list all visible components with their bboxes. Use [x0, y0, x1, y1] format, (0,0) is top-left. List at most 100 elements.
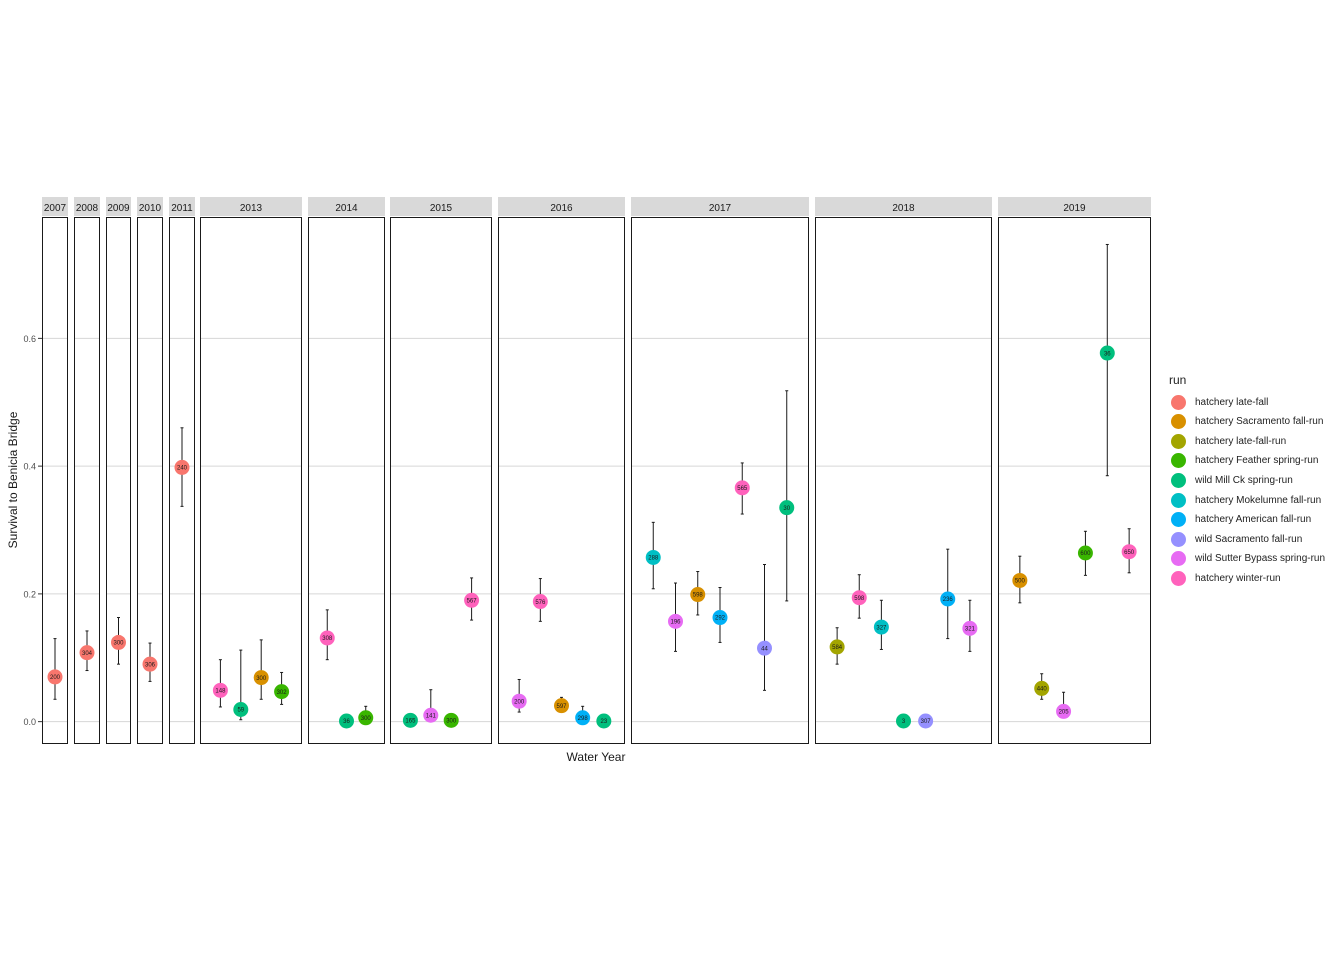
panel-strip	[498, 197, 625, 216]
legend-key	[1169, 569, 1188, 588]
panel-strip-label: 2014	[335, 203, 358, 214]
panel-2013: 2013 148 59 300 302	[200, 197, 302, 744]
data-point-label: 440	[1037, 687, 1048, 693]
panel-strip	[390, 197, 492, 216]
legend-key	[1169, 451, 1188, 470]
data-point	[532, 594, 548, 610]
panel-strip	[308, 197, 385, 216]
data-point	[1121, 544, 1137, 560]
legend-label: hatchery Feather spring-run	[1195, 455, 1319, 467]
panel-strip-label: 2013	[240, 203, 263, 214]
legend-swatch	[1171, 453, 1186, 469]
panel-strip-label: 2017	[709, 203, 732, 214]
data-point-label: 292	[715, 616, 726, 622]
data-point-label: 597	[556, 704, 567, 710]
data-point	[511, 693, 527, 709]
data-point-label: 205	[1059, 710, 1070, 716]
data-point-label: 327	[876, 625, 887, 631]
data-point	[212, 682, 228, 698]
panel-strip	[998, 197, 1151, 216]
data-point-label: 598	[854, 596, 865, 602]
legend-label: hatchery late-fall	[1195, 396, 1269, 408]
panel-border	[137, 217, 163, 744]
legend-label: wild Sutter Bypass spring-run	[1195, 553, 1326, 565]
data-point	[645, 549, 661, 565]
data-point-label: 200	[514, 699, 525, 705]
data-point	[829, 639, 845, 655]
panel-strip-label: 2016	[550, 203, 573, 214]
panel-2014: 2014 308 36 300	[308, 197, 385, 744]
data-point-label: 576	[535, 600, 546, 606]
panel-2019: 2019 500 440 205 600 36 650	[998, 197, 1151, 744]
data-point-label: 304	[82, 651, 93, 657]
legend-key	[1169, 393, 1188, 412]
data-point-label: 36	[343, 719, 350, 725]
legend-label: wild Sacramento fall-run	[1195, 533, 1303, 545]
data-point-label: 298	[578, 716, 589, 722]
legend-label: wild Mill Ck spring-run	[1195, 474, 1293, 486]
panel-2010: 2010 306	[137, 197, 163, 744]
data-point	[142, 656, 158, 672]
legend-key	[1169, 491, 1188, 510]
panel-border	[998, 217, 1151, 744]
data-point-label: 300	[446, 719, 457, 725]
data-point	[464, 592, 480, 608]
data-point	[339, 713, 354, 729]
panel-2017: 2017 288 196 598 292 565 44 30	[631, 197, 809, 744]
data-point-label: 300	[256, 676, 267, 682]
data-point-label: 500	[1015, 579, 1026, 585]
legend-key	[1169, 549, 1188, 568]
data-point	[668, 613, 683, 629]
data-point-label: 308	[322, 636, 333, 642]
data-point-label: 600	[1080, 551, 1091, 557]
data-point	[1034, 680, 1050, 696]
panel-border	[308, 217, 385, 744]
data-point-label: 288	[648, 556, 659, 562]
panel-2007: 2007 200	[42, 197, 68, 744]
data-point-label: 165	[405, 719, 416, 725]
legend-label: hatchery winter-run	[1195, 572, 1281, 584]
panel-strip-label: 2009	[107, 203, 130, 214]
legend-item: hatchery Mokelumne fall-run	[1169, 490, 1321, 510]
legend-item: wild Sutter Bypass spring-run	[1169, 549, 1325, 569]
data-point	[596, 713, 612, 729]
data-point	[554, 698, 569, 714]
legend-item: wild Mill Ck spring-run	[1169, 470, 1293, 490]
data-point	[443, 712, 459, 728]
legend-swatch	[1171, 512, 1186, 528]
panel-strip-label: 2010	[139, 203, 162, 214]
data-point-label: 565	[737, 486, 748, 492]
legend-swatch	[1171, 551, 1186, 567]
panel-strip-label: 2007	[44, 203, 67, 214]
panel-border	[42, 217, 68, 744]
legend-swatch	[1171, 531, 1186, 547]
y-tick-label: 0.0	[23, 717, 36, 727]
data-point	[575, 710, 591, 726]
data-point	[233, 702, 249, 718]
panel-2008: 2008 304	[74, 197, 100, 744]
y-tick-label: 0.2	[23, 589, 36, 599]
data-point-label: 300	[361, 716, 372, 722]
data-point-label: 236	[943, 597, 954, 603]
legend-key	[1169, 412, 1188, 431]
panel-strip	[815, 197, 992, 216]
legend-swatch	[1171, 414, 1186, 430]
legend-item: hatchery Feather spring-run	[1169, 451, 1318, 471]
legend-label: hatchery American fall-run	[1195, 514, 1312, 526]
legend-label: hatchery Mokelumne fall-run	[1195, 494, 1322, 506]
data-point-label: 650	[1124, 550, 1135, 556]
data-point-label: 307	[921, 719, 932, 725]
panel-border	[631, 217, 809, 744]
data-point	[1077, 545, 1093, 561]
legend-key	[1169, 432, 1188, 451]
panel-strip-label: 2019	[1063, 203, 1086, 214]
legend-item: hatchery American fall-run	[1169, 510, 1311, 530]
data-point-label: 200	[50, 675, 61, 681]
data-point	[851, 590, 867, 606]
data-point	[1056, 703, 1072, 719]
panel-2009: 2009 300	[106, 197, 131, 744]
legend-swatch	[1171, 433, 1186, 449]
data-point-label: 30	[783, 506, 790, 512]
panel-border	[498, 217, 625, 744]
